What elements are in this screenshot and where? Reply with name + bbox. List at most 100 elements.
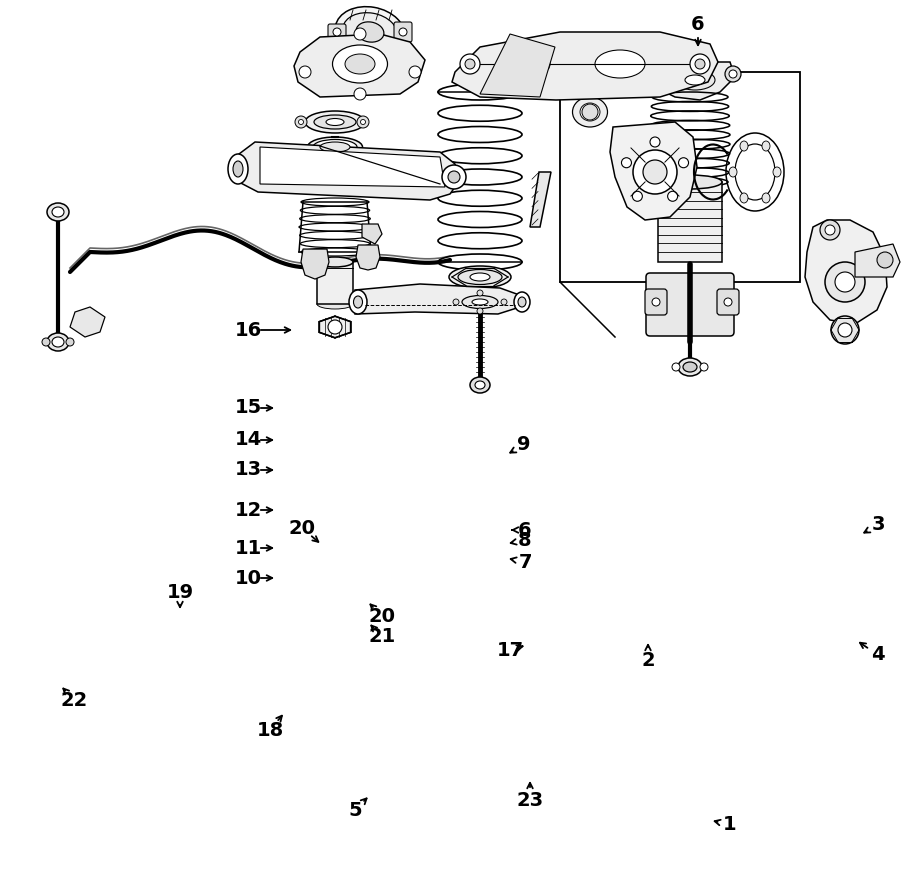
Circle shape — [328, 320, 342, 334]
Polygon shape — [855, 244, 900, 277]
Ellipse shape — [472, 299, 488, 305]
Ellipse shape — [518, 297, 526, 307]
Text: 20: 20 — [288, 519, 316, 537]
Ellipse shape — [573, 97, 608, 127]
Ellipse shape — [47, 333, 69, 351]
Ellipse shape — [52, 337, 64, 347]
Text: 6: 6 — [691, 16, 705, 35]
Ellipse shape — [762, 193, 770, 203]
Ellipse shape — [500, 50, 550, 78]
Text: 9: 9 — [517, 435, 531, 454]
Ellipse shape — [228, 154, 248, 184]
Ellipse shape — [678, 358, 702, 376]
Circle shape — [633, 150, 677, 194]
Circle shape — [678, 158, 688, 167]
Circle shape — [299, 66, 311, 78]
Ellipse shape — [454, 292, 506, 312]
Text: 17: 17 — [497, 641, 523, 659]
Text: 16: 16 — [234, 321, 262, 339]
Ellipse shape — [470, 377, 490, 393]
Ellipse shape — [729, 167, 737, 177]
Ellipse shape — [314, 115, 356, 129]
Circle shape — [465, 59, 475, 69]
Text: 22: 22 — [61, 691, 87, 710]
Circle shape — [729, 70, 737, 78]
Circle shape — [361, 119, 365, 125]
Bar — [560, 72, 800, 282]
Circle shape — [667, 191, 677, 201]
Circle shape — [825, 225, 835, 235]
Circle shape — [831, 316, 859, 344]
Circle shape — [409, 66, 421, 78]
Ellipse shape — [773, 167, 781, 177]
Polygon shape — [319, 317, 351, 337]
Circle shape — [66, 338, 74, 346]
Circle shape — [477, 308, 483, 314]
FancyBboxPatch shape — [645, 289, 667, 315]
Circle shape — [700, 363, 708, 371]
Ellipse shape — [52, 207, 64, 217]
Circle shape — [650, 137, 660, 147]
Ellipse shape — [313, 140, 357, 154]
Text: 8: 8 — [518, 530, 532, 549]
Bar — [317, 262, 353, 304]
Circle shape — [298, 119, 304, 125]
Circle shape — [453, 299, 459, 305]
Circle shape — [357, 116, 369, 128]
Circle shape — [448, 171, 460, 183]
Circle shape — [835, 272, 855, 292]
Ellipse shape — [353, 296, 363, 308]
Text: 14: 14 — [234, 431, 262, 449]
Polygon shape — [294, 34, 425, 97]
Circle shape — [672, 363, 680, 371]
Ellipse shape — [309, 160, 361, 184]
Ellipse shape — [308, 137, 363, 157]
Ellipse shape — [320, 142, 350, 152]
Ellipse shape — [462, 296, 498, 309]
Circle shape — [633, 191, 643, 201]
Text: 5: 5 — [348, 800, 362, 820]
Ellipse shape — [356, 22, 384, 42]
Ellipse shape — [685, 75, 705, 85]
Circle shape — [877, 252, 893, 268]
Polygon shape — [235, 142, 460, 200]
Circle shape — [838, 323, 852, 337]
Circle shape — [42, 338, 50, 346]
Ellipse shape — [658, 255, 722, 269]
Ellipse shape — [233, 161, 243, 177]
Ellipse shape — [349, 290, 367, 314]
Circle shape — [690, 54, 710, 74]
Polygon shape — [610, 122, 697, 220]
Text: 21: 21 — [368, 628, 396, 646]
Circle shape — [725, 66, 741, 82]
Text: 23: 23 — [517, 791, 543, 809]
FancyBboxPatch shape — [394, 22, 412, 42]
Ellipse shape — [317, 257, 353, 267]
Circle shape — [621, 158, 632, 167]
Ellipse shape — [580, 103, 600, 121]
Ellipse shape — [449, 266, 511, 288]
Circle shape — [724, 298, 732, 306]
Circle shape — [582, 104, 598, 120]
Polygon shape — [452, 32, 718, 100]
Ellipse shape — [317, 299, 353, 309]
Text: 3: 3 — [871, 515, 885, 535]
Ellipse shape — [458, 269, 502, 284]
Ellipse shape — [470, 273, 490, 281]
Polygon shape — [805, 220, 887, 324]
Circle shape — [333, 28, 341, 36]
Ellipse shape — [332, 45, 387, 83]
Ellipse shape — [47, 203, 69, 221]
Circle shape — [442, 165, 466, 189]
Ellipse shape — [595, 50, 645, 78]
FancyBboxPatch shape — [717, 289, 739, 315]
Text: 4: 4 — [871, 645, 885, 664]
Ellipse shape — [675, 70, 715, 90]
Text: 20: 20 — [368, 607, 396, 625]
Ellipse shape — [342, 13, 397, 51]
Ellipse shape — [683, 362, 697, 372]
Polygon shape — [355, 284, 525, 314]
Ellipse shape — [475, 381, 485, 389]
Bar — [658, 182, 722, 262]
Polygon shape — [70, 307, 105, 337]
